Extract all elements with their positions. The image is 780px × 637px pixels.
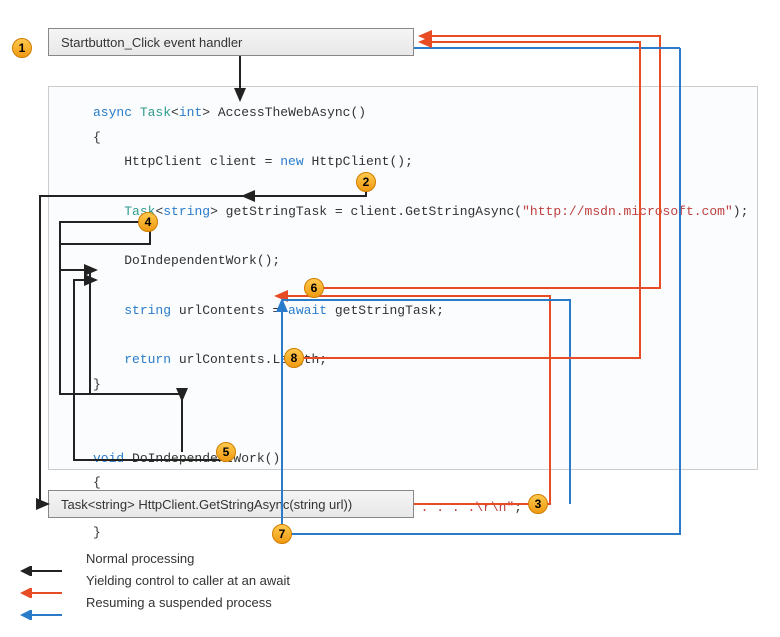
code-seg: async: [93, 105, 140, 120]
code-seg: [93, 327, 101, 342]
code-line-15: void DoIndependentWork(): [93, 447, 739, 472]
code-line-5: Task<string> getStringTask = client.GetS…: [93, 200, 739, 225]
code-seg: [93, 401, 101, 416]
legend-label: Resuming a suspended process: [86, 595, 272, 610]
step-badge-5: 5: [216, 442, 236, 462]
code-seg: void: [93, 451, 132, 466]
legend-row-resume: Resuming a suspended process: [48, 592, 290, 614]
legend-row-normal: Normal processing: [48, 548, 290, 570]
code-line-6: [93, 224, 739, 249]
code-seg: {: [93, 475, 101, 490]
step-badge-6: 6: [304, 278, 324, 298]
step-badge-3: 3: [528, 494, 548, 514]
code-seg: getStringTask;: [335, 303, 444, 318]
code-seg: DoIndependentWork(): [132, 451, 280, 466]
code-seg: }: [93, 377, 101, 392]
code-line-8: [93, 274, 739, 299]
code-seg: HttpClient client =: [93, 154, 280, 169]
code-line-13: [93, 397, 739, 422]
code-line-3: HttpClient client = new HttpClient();: [93, 150, 739, 175]
code-line-12: }: [93, 373, 739, 398]
code-seg: );: [733, 204, 749, 219]
code-seg: "http://msdn.microsoft.com": [522, 204, 733, 219]
code-seg: HttpClient();: [311, 154, 412, 169]
code-seg: urlContents.Length;: [179, 352, 327, 367]
code-seg: [93, 426, 101, 441]
legend: Normal processing Yielding control to cal…: [48, 548, 290, 614]
step-badge-1: 1: [12, 38, 32, 58]
code-seg: await: [288, 303, 335, 318]
code-seg: }: [93, 525, 101, 540]
code-line-10: [93, 323, 739, 348]
code-seg: [93, 303, 124, 318]
code-seg: {: [93, 130, 101, 145]
code-line-9: string urlContents = await getStringTask…: [93, 299, 739, 324]
code-seg: new: [280, 154, 311, 169]
code-seg: return: [124, 352, 179, 367]
code-seg: int: [179, 105, 202, 120]
legend-label: Normal processing: [86, 551, 194, 566]
code-seg: [93, 352, 124, 367]
step-badge-4: 4: [138, 212, 158, 232]
start-handler-label: Startbutton_Click event handler: [61, 35, 242, 50]
code-line-4: [93, 175, 739, 200]
code-line-11: return urlContents.Length;: [93, 348, 739, 373]
code-line-1: async Task<int> AccessTheWebAsync(): [93, 101, 739, 126]
code-line-2: {: [93, 126, 739, 151]
legend-label: Yielding control to caller at an await: [86, 573, 290, 588]
code-panel: async Task<int> AccessTheWebAsync() { Htt…: [48, 86, 758, 470]
code-seg: string: [163, 204, 210, 219]
code-line-7: DoIndependentWork();: [93, 249, 739, 274]
code-seg: [93, 278, 101, 293]
code-seg: <: [171, 105, 179, 120]
code-seg: [93, 204, 124, 219]
step-badge-7: 7: [272, 524, 292, 544]
step-badge-8: 8: [284, 348, 304, 368]
legend-row-yield: Yielding control to caller at an await: [48, 570, 290, 592]
getstringasync-box: Task<string> HttpClient.GetStringAsync(s…: [48, 490, 414, 518]
code-seg: [93, 179, 101, 194]
getstringasync-label: Task<string> HttpClient.GetStringAsync(s…: [61, 497, 352, 512]
code-seg: > getStringTask = client.GetStringAsync(: [210, 204, 522, 219]
code-seg: > AccessTheWebAsync(): [202, 105, 366, 120]
code-line-14: [93, 422, 739, 447]
start-handler-box: Startbutton_Click event handler: [48, 28, 414, 56]
code-seg: string: [124, 303, 179, 318]
step-badge-2: 2: [356, 172, 376, 192]
code-seg: Task: [140, 105, 171, 120]
code-line-18: }: [93, 521, 739, 546]
code-seg: [93, 228, 101, 243]
code-seg: DoIndependentWork();: [93, 253, 280, 268]
code-seg: ;: [514, 500, 522, 515]
code-seg: urlContents =: [179, 303, 288, 318]
